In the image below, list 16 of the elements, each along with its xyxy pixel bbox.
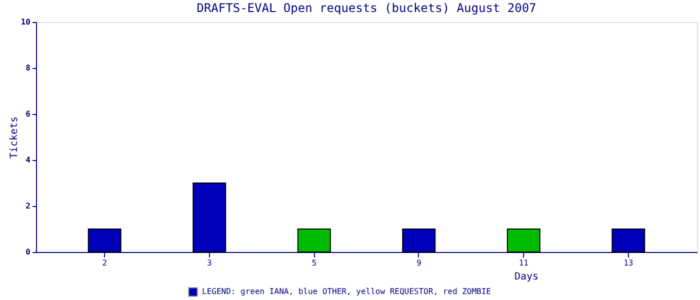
y-tick-label: 4 <box>26 156 31 164</box>
x-tick-label: 5 <box>312 258 317 268</box>
chart-title: DRAFTS-EVAL Open requests (buckets) August 2007 <box>196 1 536 15</box>
legend-label: LEGEND: green IANA, blue OTHER, yellow REQUESTOR, red ZOMBIE <box>202 287 492 296</box>
x-axis-title: Days <box>514 272 539 282</box>
x-tick-label: 3 <box>206 258 212 268</box>
x-tick-label: 9 <box>416 258 422 268</box>
x-tick-label: 13 <box>624 258 634 268</box>
y-tick-label: 8 <box>26 64 31 72</box>
y-tick-label: 0 <box>26 248 31 256</box>
y-axis-title: Tickets <box>8 116 20 159</box>
x-tick-label: 11 <box>518 258 529 268</box>
y-tick-label: 10 <box>20 18 31 26</box>
y-tick-label: 2 <box>26 202 31 210</box>
x-tick-label: 2 <box>102 258 108 268</box>
y-tick-label: 6 <box>26 110 31 118</box>
